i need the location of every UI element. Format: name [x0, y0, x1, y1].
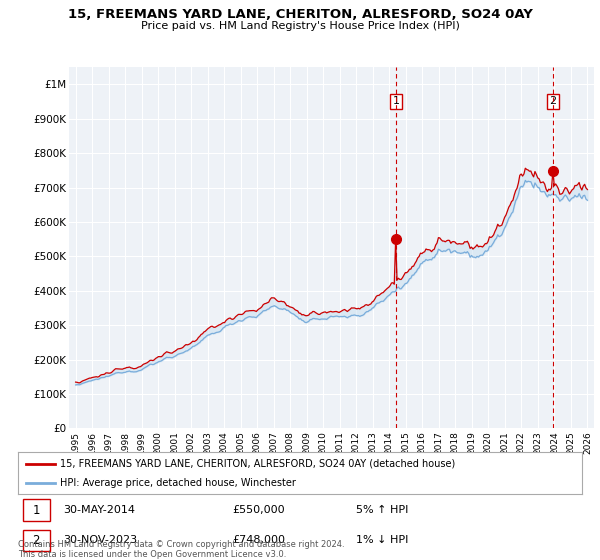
FancyBboxPatch shape [23, 500, 50, 521]
Text: £550,000: £550,000 [232, 505, 285, 515]
Text: 30-MAY-2014: 30-MAY-2014 [63, 505, 135, 515]
Text: HPI: Average price, detached house, Winchester: HPI: Average price, detached house, Winc… [60, 478, 296, 488]
Text: 5% ↑ HPI: 5% ↑ HPI [356, 505, 409, 515]
FancyBboxPatch shape [23, 530, 50, 551]
Text: 1% ↓ HPI: 1% ↓ HPI [356, 535, 409, 545]
Text: 2: 2 [32, 534, 40, 547]
Text: 15, FREEMANS YARD LANE, CHERITON, ALRESFORD, SO24 0AY: 15, FREEMANS YARD LANE, CHERITON, ALRESF… [68, 8, 532, 21]
Text: 2: 2 [550, 96, 557, 106]
Text: 1: 1 [393, 96, 400, 106]
Text: 1: 1 [32, 503, 40, 516]
Text: 30-NOV-2023: 30-NOV-2023 [63, 535, 137, 545]
Text: Price paid vs. HM Land Registry's House Price Index (HPI): Price paid vs. HM Land Registry's House … [140, 21, 460, 31]
Text: £748,000: £748,000 [232, 535, 286, 545]
Text: Contains HM Land Registry data © Crown copyright and database right 2024.
This d: Contains HM Land Registry data © Crown c… [18, 540, 344, 559]
Text: 15, FREEMANS YARD LANE, CHERITON, ALRESFORD, SO24 0AY (detached house): 15, FREEMANS YARD LANE, CHERITON, ALRESF… [60, 459, 455, 469]
